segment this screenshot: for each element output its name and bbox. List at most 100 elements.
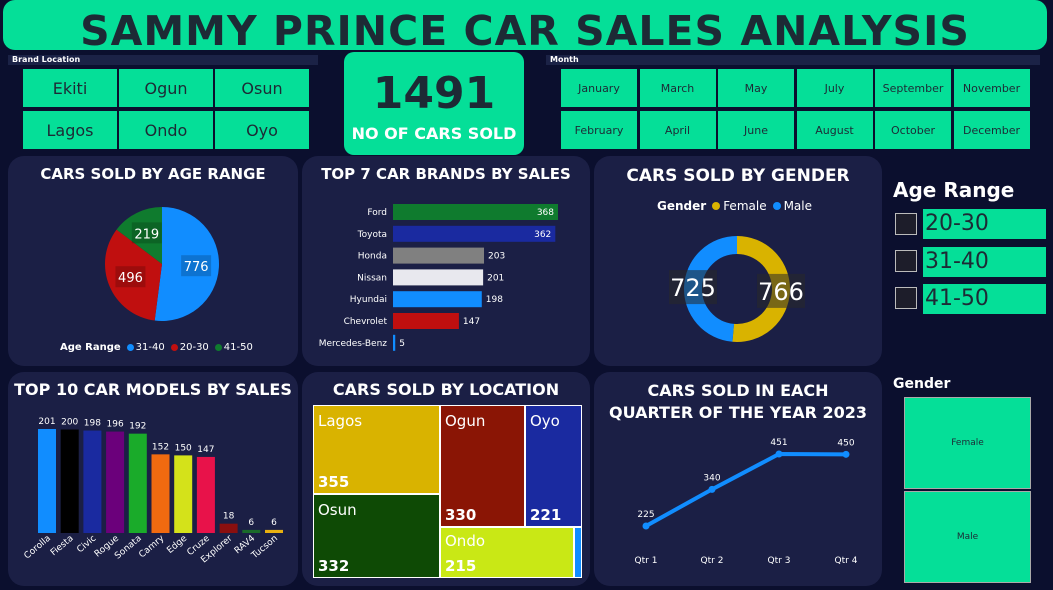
bar-mercedes-benz[interactable] <box>393 334 396 351</box>
quarter-axis-label: Qtr 1 <box>635 556 658 566</box>
donut-label-bg <box>669 270 718 305</box>
bar-camry[interactable] <box>151 454 170 533</box>
treemap-value: 330 <box>445 506 477 524</box>
model-axis-label: Camry <box>137 533 167 560</box>
age-option-20-30[interactable]: 20-30 <box>923 209 1046 239</box>
bar-toyota[interactable] <box>393 225 556 242</box>
brand-axis-label: Mercedes-Benz <box>319 339 388 349</box>
legend-dot-icon <box>214 344 222 351</box>
gender-option-female[interactable]: Female <box>904 397 1031 489</box>
bar-hyundai[interactable] <box>393 291 482 308</box>
treemap-label: Ogun <box>445 412 486 430</box>
quarter-point-4[interactable] <box>842 450 850 458</box>
treemap-value: 332 <box>318 557 350 575</box>
gender-donut: 766 725 <box>669 236 805 342</box>
donut-label-bg <box>756 273 805 308</box>
month-tile-november[interactable]: November <box>952 68 1031 108</box>
month-tile-june[interactable]: June <box>717 110 795 150</box>
legend-dot-icon <box>170 344 178 351</box>
bar-data-label: 196 <box>107 420 124 430</box>
pie-label-bg <box>115 266 146 288</box>
month-tile-january[interactable]: January <box>560 68 638 108</box>
bar-data-label: 147 <box>197 445 214 455</box>
pie-slice-20-30[interactable] <box>105 229 162 321</box>
brand-axis-label: Nissan <box>357 273 387 283</box>
legend-item-female: Female <box>712 199 767 213</box>
bar-chevrolet[interactable] <box>393 313 459 329</box>
treemap-cell-osun[interactable]: Osun 332 <box>313 494 440 578</box>
legend-item-41-50: 41-50 <box>214 342 253 353</box>
quarter-axis-label: Qtr 4 <box>835 556 858 566</box>
pie-slice-41-50[interactable] <box>116 207 162 264</box>
quarter-point-1[interactable] <box>642 522 650 530</box>
bar-data-label: 201 <box>487 273 504 283</box>
bar-civic[interactable] <box>83 430 102 533</box>
checkbox-41-50[interactable] <box>895 287 917 309</box>
quarter-title-line1: CARS SOLD IN EACH <box>647 381 829 400</box>
point-data-label: 340 <box>703 473 720 483</box>
brand-axis-label: Hyundai <box>350 295 387 305</box>
age-option-31-40[interactable]: 31-40 <box>923 247 1046 277</box>
pie-slice-31-40[interactable] <box>154 207 220 321</box>
age-range-slicer: Age Range 20-30 31-40 41-50 <box>893 178 1048 318</box>
month-tile-march[interactable]: March <box>638 68 717 108</box>
legend-item-31-40: 31-40 <box>126 342 165 353</box>
bar-edge[interactable] <box>174 455 193 533</box>
gender-slicer-title: Gender <box>893 376 951 392</box>
location-tile-ekiti[interactable]: Ekiti <box>22 68 118 108</box>
location-tile-ogun[interactable]: Ogun <box>118 68 214 108</box>
bar-data-label: 152 <box>152 442 169 452</box>
bar-corolla[interactable] <box>38 429 56 533</box>
bar-data-label: 198 <box>486 295 503 305</box>
checkbox-31-40[interactable] <box>895 250 917 272</box>
point-data-label: 225 <box>637 510 654 520</box>
legend-label: 20-30 <box>179 342 209 353</box>
bar-rav4[interactable] <box>242 529 261 533</box>
month-tile-october[interactable]: October <box>874 110 952 150</box>
location-title: CARS SOLD BY LOCATION <box>332 380 560 399</box>
age-range-pie: 776 496 219 <box>105 207 220 321</box>
bar-sonata[interactable] <box>128 433 147 533</box>
brand-axis-label: Ford <box>367 208 387 218</box>
brand-location-label: Brand Location <box>8 55 318 65</box>
bar-fiesta[interactable] <box>60 429 79 533</box>
quarter-point-3[interactable] <box>775 450 783 458</box>
model-axis-label: Corolla <box>23 534 53 562</box>
treemap-cell-oyo[interactable]: Oyo 221 <box>525 405 582 527</box>
treemap-label: Lagos <box>318 412 363 430</box>
bar-nissan[interactable] <box>393 269 484 286</box>
location-tile-osun[interactable]: Osun <box>214 68 310 108</box>
legend-label: 41-50 <box>223 342 253 353</box>
bar-data-label: 368 <box>537 208 554 218</box>
bar-data-label: 147 <box>463 317 480 327</box>
month-tile-july[interactable]: July <box>795 68 874 108</box>
location-tile-oyo[interactable]: Oyo <box>214 110 310 150</box>
point-data-label: 451 <box>770 438 787 448</box>
gender-option-male[interactable]: Male <box>904 491 1031 583</box>
checkbox-20-30[interactable] <box>895 213 917 235</box>
month-tile-february[interactable]: February <box>560 110 638 150</box>
treemap-value: 215 <box>445 557 477 575</box>
month-tile-april[interactable]: April <box>638 110 717 150</box>
bar-tucson[interactable] <box>265 529 283 533</box>
location-tile-ondo[interactable]: Ondo <box>118 110 214 150</box>
quarter-point-2[interactable] <box>708 485 716 493</box>
brands-bar-chart: Ford 368 Toyota 362 Honda 203 Nissan 201 Hyundai… <box>319 204 558 351</box>
legend-item-male: Male <box>772 199 812 213</box>
treemap-cell-ogun[interactable]: Ogun 330 <box>440 405 525 527</box>
legend-item-20-30: 20-30 <box>170 342 209 353</box>
month-tile-may[interactable]: May <box>717 68 795 108</box>
month-tile-december[interactable]: December <box>952 110 1031 150</box>
bar-cruze[interactable] <box>196 456 215 533</box>
age-option-41-50[interactable]: 41-50 <box>923 284 1046 314</box>
bar-ford[interactable] <box>393 204 558 220</box>
bar-explorer[interactable] <box>219 523 238 533</box>
location-tile-lagos[interactable]: Lagos <box>22 110 118 150</box>
month-tile-september[interactable]: September <box>874 68 952 108</box>
month-tile-august[interactable]: August <box>795 110 874 150</box>
bar-rogue[interactable] <box>106 431 125 533</box>
treemap-cell-lagos[interactable]: Lagos 355 <box>313 405 440 494</box>
treemap-cell-ondo[interactable]: Ondo 215 <box>440 527 574 578</box>
bar-honda[interactable] <box>393 247 485 264</box>
pie-data-label: 776 <box>184 260 209 275</box>
